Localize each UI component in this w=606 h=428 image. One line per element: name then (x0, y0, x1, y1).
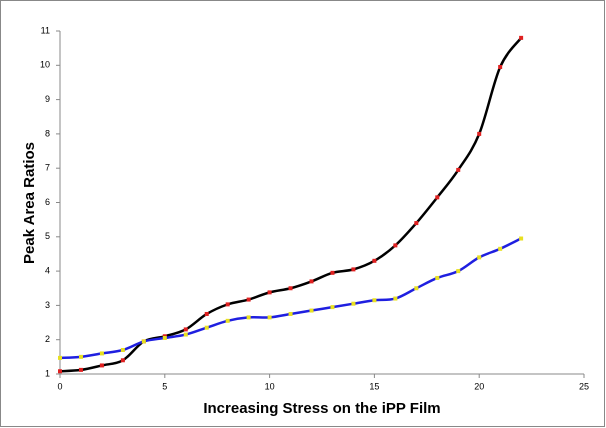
data-point (183, 327, 188, 332)
data-point (99, 363, 104, 368)
data-point (288, 286, 293, 291)
y-tick-label: 3 (45, 300, 50, 310)
y-tick-label: 4 (45, 265, 50, 275)
y-tick-label: 9 (45, 94, 50, 104)
data-point (246, 315, 251, 320)
data-point (309, 279, 314, 284)
data-point (58, 355, 62, 360)
x-axis-title: Increasing Stress on the iPP Film (203, 400, 440, 417)
data-point (498, 65, 503, 70)
data-point (498, 246, 503, 251)
y-tick-label: 5 (45, 231, 50, 241)
data-point (246, 297, 251, 302)
x-tick-label: 15 (369, 381, 379, 391)
x-tick-label: 5 (162, 381, 167, 391)
data-point (225, 318, 230, 323)
data-point (204, 325, 209, 330)
y-tick-label: 11 (41, 25, 50, 35)
data-point (519, 35, 524, 40)
data-point (393, 296, 398, 301)
data-point (330, 305, 335, 310)
data-point (267, 315, 272, 320)
data-point (456, 167, 461, 172)
data-point (351, 267, 356, 272)
y-tick-label: 7 (45, 163, 50, 173)
x-tick-label: 25 (579, 381, 589, 391)
data-point (78, 367, 83, 372)
y-tick-label: 2 (45, 334, 50, 344)
data-point (477, 255, 482, 260)
x-tick-label: 0 (57, 381, 62, 391)
x-tick-label: 20 (474, 381, 484, 391)
y-tick-label: 6 (45, 197, 50, 207)
data-point (351, 301, 356, 306)
y-tick-label: 10 (40, 60, 50, 70)
data-point (435, 195, 440, 200)
data-point (141, 339, 146, 344)
data-point (183, 332, 188, 337)
data-point (456, 269, 461, 274)
data-point (477, 131, 482, 136)
data-point (58, 369, 62, 374)
data-point (120, 358, 125, 363)
y-axis-title: Peak Area Ratios (21, 142, 38, 264)
data-point (435, 275, 440, 280)
data-point (225, 302, 230, 307)
data-point (519, 236, 524, 241)
data-point (330, 270, 335, 275)
y-tick-label: 8 (45, 128, 50, 138)
data-point (288, 311, 293, 316)
data-point (99, 351, 104, 356)
data-point (204, 311, 209, 316)
data-point (414, 221, 419, 226)
data-point (120, 347, 125, 352)
x-tick-label: 10 (265, 381, 275, 391)
data-point (372, 298, 377, 303)
data-point (267, 290, 272, 295)
data-point (162, 335, 167, 340)
y-tick-label: 1 (45, 368, 50, 378)
data-point (393, 243, 398, 248)
data-point (372, 258, 377, 263)
data-point (414, 286, 419, 291)
data-point (78, 354, 83, 359)
data-point (309, 308, 314, 313)
